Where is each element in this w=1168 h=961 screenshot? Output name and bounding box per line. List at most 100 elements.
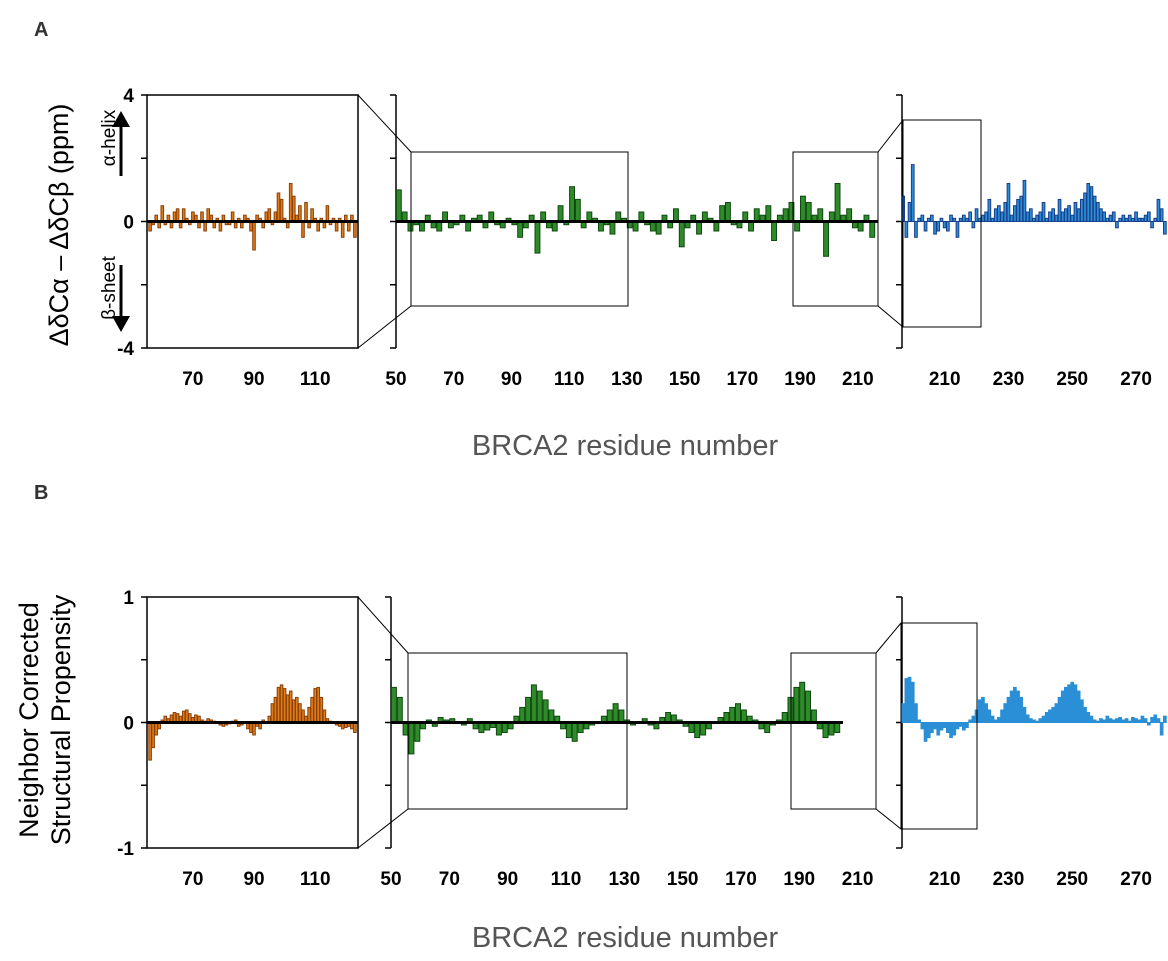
bar: [1022, 179, 1027, 222]
bar: [904, 678, 909, 723]
bar: [942, 722, 947, 728]
bar: [1057, 696, 1062, 724]
bar: [1051, 706, 1056, 724]
bar: [1108, 718, 1113, 724]
bar: [154, 722, 158, 736]
bar: [987, 709, 992, 723]
x-tick-label: 190: [784, 369, 816, 390]
bar: [949, 722, 953, 739]
x-tick-label: 70: [182, 869, 203, 890]
panel-b-xlabel: BRCA2 residue number: [472, 922, 779, 954]
panel-a-ytick-label: 0: [123, 213, 134, 234]
bar: [279, 198, 284, 222]
x-tick-label: 50: [380, 869, 401, 890]
bar: [1076, 208, 1081, 223]
bar: [907, 202, 912, 222]
bar: [206, 208, 210, 223]
bar: [914, 221, 918, 238]
bar: [1105, 217, 1110, 223]
bar: [1111, 211, 1116, 222]
bar: [1029, 208, 1033, 223]
x-tick-label: 90: [497, 869, 518, 890]
x-tick-label: 210: [842, 869, 874, 890]
bar: [390, 686, 397, 724]
beta-sheet-label: β-sheet: [99, 255, 120, 319]
bar: [1032, 719, 1036, 723]
bar: [1038, 211, 1043, 222]
bar: [557, 205, 564, 222]
bar: [181, 710, 186, 724]
bar: [965, 217, 969, 223]
bar: [1143, 214, 1148, 222]
bar: [1092, 719, 1097, 723]
bar: [1009, 214, 1014, 222]
bar: [316, 686, 320, 724]
x-tick-label: 110: [551, 869, 582, 890]
zoom-connector: [875, 622, 902, 654]
bar: [930, 722, 934, 733]
bar: [965, 722, 969, 728]
bar: [1134, 211, 1138, 222]
bar: [1092, 195, 1097, 222]
zoom-connector: [357, 808, 409, 849]
bar: [987, 198, 992, 222]
bar: [936, 722, 941, 736]
bar: [273, 696, 278, 724]
x-tick-label: 50: [385, 369, 406, 390]
bar: [618, 709, 625, 723]
bar: [834, 183, 841, 222]
zoom-connector: [357, 305, 412, 349]
bar: [301, 709, 305, 723]
bar: [185, 709, 189, 723]
bar: [1153, 714, 1158, 723]
bar: [1159, 208, 1164, 223]
bar: [990, 217, 995, 223]
zoom-connector: [357, 596, 409, 654]
bar: [869, 221, 876, 238]
bar: [276, 192, 281, 222]
x-tick-label: 230: [993, 369, 1025, 390]
bar: [793, 686, 800, 724]
bar: [495, 722, 502, 736]
bar: [1156, 198, 1161, 222]
bar: [1070, 681, 1075, 723]
bar: [990, 715, 995, 724]
bar: [939, 722, 944, 731]
bar: [771, 221, 777, 241]
bar: [1006, 183, 1011, 222]
bar: [1121, 719, 1126, 723]
plots: 40-470 90 110 50 70 90 110 130 150 170 190 210 210 23…: [117, 86, 1167, 890]
bar: [1009, 690, 1014, 723]
bar: [1080, 198, 1084, 222]
bar: [395, 189, 402, 222]
bar: [1111, 719, 1116, 723]
bar: [678, 221, 685, 248]
bar: [753, 208, 760, 223]
bar: [1000, 211, 1004, 222]
bar: [1022, 706, 1027, 724]
bar: [1057, 198, 1062, 222]
bar: [817, 208, 824, 223]
bar: [1140, 715, 1145, 724]
bar: [1041, 202, 1046, 222]
bar: [548, 709, 555, 723]
bar: [310, 696, 314, 724]
bar: [1134, 718, 1138, 724]
bar: [805, 690, 811, 723]
bar: [810, 709, 817, 723]
bar: [971, 221, 976, 229]
bar: [530, 684, 537, 724]
bar: [160, 205, 165, 222]
panel-b-ylabel-line2: Structural Propensity: [46, 594, 76, 845]
bar: [1064, 208, 1068, 223]
bar: [1102, 211, 1107, 222]
bar: [292, 195, 296, 222]
x-tick-label: 150: [669, 369, 701, 390]
bar: [1131, 217, 1135, 223]
bar: [408, 722, 415, 755]
zoom-box: [902, 119, 982, 328]
bar: [1108, 214, 1113, 222]
x-tick-label: 270: [1120, 369, 1152, 390]
bar: [1013, 686, 1017, 724]
bar: [1083, 706, 1087, 724]
